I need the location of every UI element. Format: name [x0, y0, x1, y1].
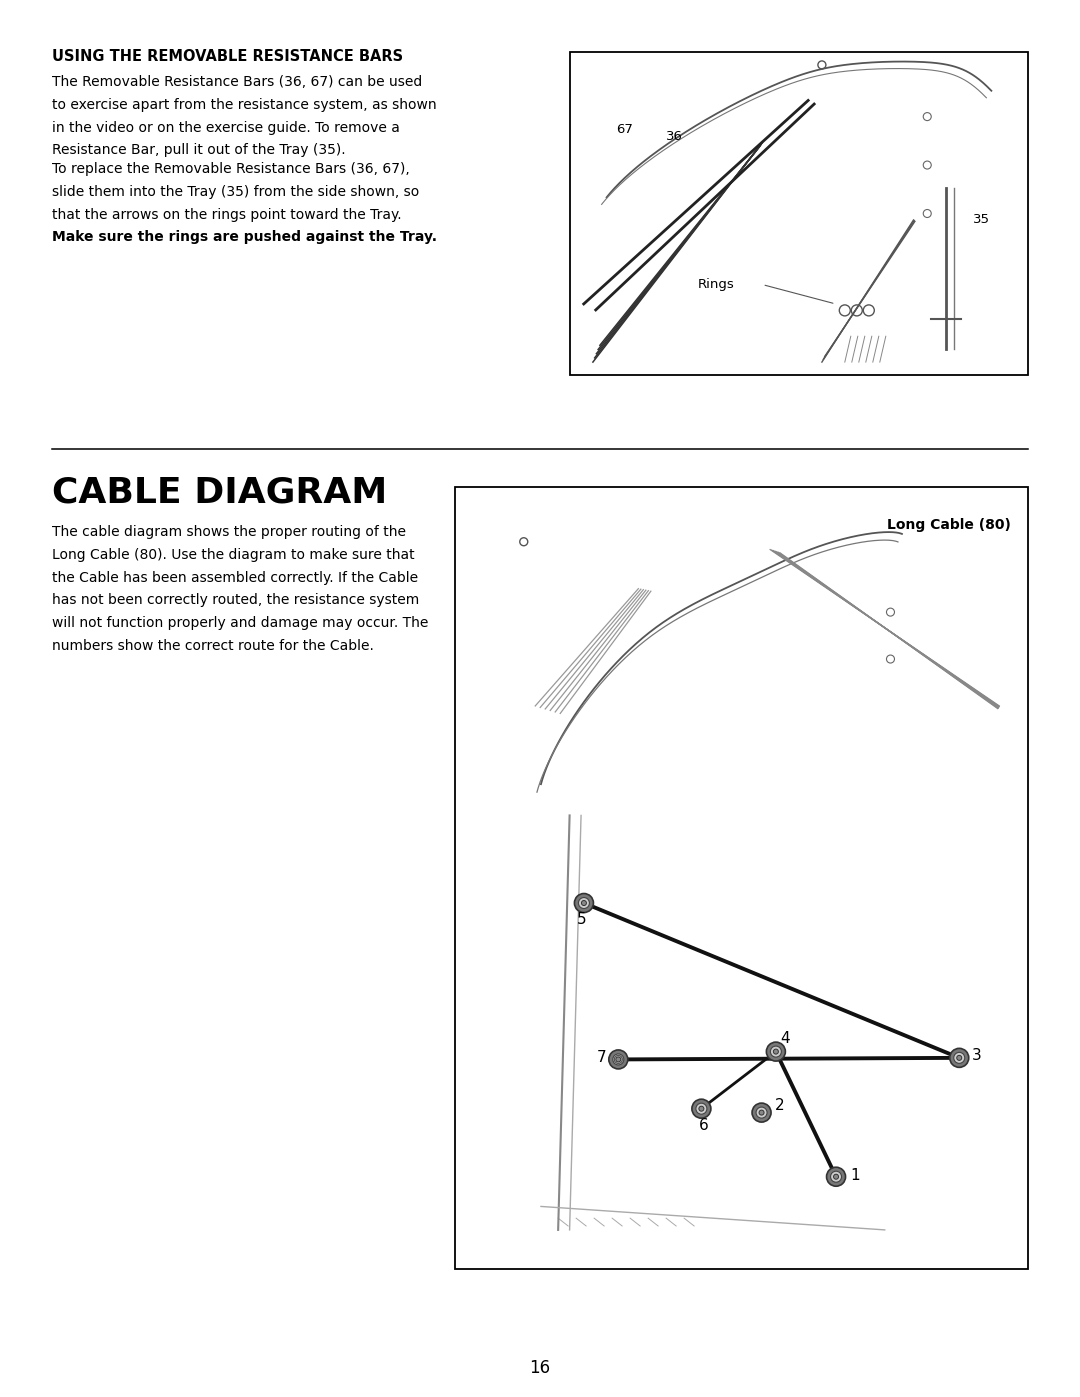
Circle shape — [954, 1052, 964, 1063]
Circle shape — [949, 1048, 969, 1067]
Circle shape — [692, 1099, 711, 1118]
Text: 3: 3 — [972, 1048, 982, 1063]
Text: 1: 1 — [850, 1168, 860, 1183]
Circle shape — [612, 1053, 624, 1065]
Circle shape — [696, 1104, 707, 1115]
Circle shape — [579, 897, 590, 908]
Text: To replace the Removable Resistance Bars (36, 67),: To replace the Removable Resistance Bars… — [52, 162, 409, 176]
Text: Long Cable (80). Use the diagram to make sure that: Long Cable (80). Use the diagram to make… — [52, 548, 415, 562]
Text: Long Cable (80): Long Cable (80) — [887, 518, 1011, 532]
Circle shape — [957, 1055, 962, 1060]
Text: 35: 35 — [973, 214, 990, 226]
Circle shape — [609, 1051, 627, 1069]
Text: Make sure the rings are pushed against the Tray.: Make sure the rings are pushed against t… — [52, 231, 437, 244]
Text: CABLE DIAGRAM: CABLE DIAGRAM — [52, 475, 388, 509]
Circle shape — [616, 1058, 621, 1062]
Circle shape — [756, 1106, 767, 1118]
Circle shape — [699, 1106, 704, 1111]
Text: The Removable Resistance Bars (36, 67) can be used: The Removable Resistance Bars (36, 67) c… — [52, 75, 422, 89]
Circle shape — [581, 901, 586, 905]
Text: 36: 36 — [666, 130, 683, 142]
Text: 6: 6 — [699, 1118, 708, 1133]
Circle shape — [767, 1042, 785, 1062]
Text: Resistance Bar, pull it out of the Tray (35).: Resistance Bar, pull it out of the Tray … — [52, 144, 346, 158]
Bar — [455, 488, 1028, 1268]
Text: Rings: Rings — [699, 278, 735, 291]
Text: numbers show the correct route for the Cable.: numbers show the correct route for the C… — [52, 638, 374, 652]
Text: 16: 16 — [529, 1359, 551, 1377]
Circle shape — [773, 1049, 779, 1055]
Circle shape — [770, 1046, 782, 1058]
Circle shape — [575, 894, 593, 912]
Text: slide them into the Tray (35) from the side shown, so: slide them into the Tray (35) from the s… — [52, 184, 419, 198]
Circle shape — [826, 1168, 846, 1186]
Text: 5: 5 — [577, 911, 586, 926]
Circle shape — [831, 1171, 841, 1182]
Text: to exercise apart from the resistance system, as shown: to exercise apart from the resistance sy… — [52, 98, 436, 112]
Bar — [570, 52, 1028, 374]
Circle shape — [752, 1104, 771, 1122]
Circle shape — [834, 1175, 838, 1179]
Text: that the arrows on the rings point toward the Tray.: that the arrows on the rings point towar… — [52, 208, 402, 222]
Text: in the video or on the exercise guide. To remove a: in the video or on the exercise guide. T… — [52, 120, 400, 134]
Text: has not been correctly routed, the resistance system: has not been correctly routed, the resis… — [52, 594, 419, 608]
Text: the Cable has been assembled correctly. If the Cable: the Cable has been assembled correctly. … — [52, 570, 418, 584]
Text: 4: 4 — [780, 1031, 789, 1046]
Text: 67: 67 — [616, 123, 633, 136]
Circle shape — [759, 1111, 764, 1115]
Text: will not function properly and damage may occur. The: will not function properly and damage ma… — [52, 616, 429, 630]
Text: 7: 7 — [596, 1051, 606, 1065]
Text: 2: 2 — [774, 1098, 784, 1113]
Text: The cable diagram shows the proper routing of the: The cable diagram shows the proper routi… — [52, 525, 406, 539]
Text: USING THE REMOVABLE RESISTANCE BARS: USING THE REMOVABLE RESISTANCE BARS — [52, 49, 403, 64]
